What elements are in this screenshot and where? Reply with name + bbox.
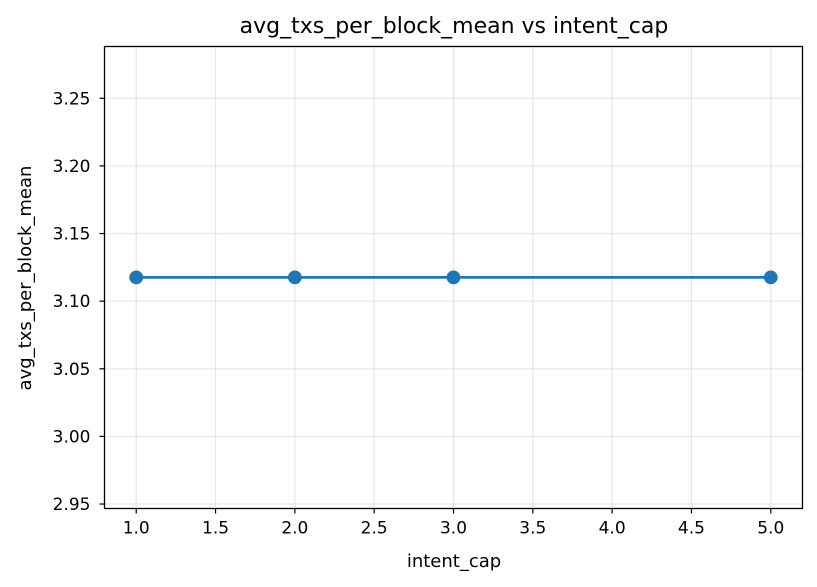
data-point	[287, 270, 302, 285]
x-tick-label: 4.0	[599, 519, 626, 539]
y-tick-label: 3.20	[53, 157, 91, 177]
x-tick-label: 3.0	[440, 519, 467, 539]
axis-ticks: 1.0 1.5 2.0 2.5 3.0 3.5 4.0 4.5 5.0 2.95 3.00 3.05 3…	[53, 89, 785, 538]
y-axis-label: avg_txs_per_block_mean	[15, 166, 36, 391]
x-tick-label: 4.5	[678, 519, 705, 539]
data-point	[129, 270, 144, 285]
chart-title: avg_txs_per_block_mean vs intent_cap	[240, 14, 669, 39]
x-tick-label: 3.5	[519, 519, 546, 539]
x-axis-label: intent_cap	[407, 551, 501, 572]
x-tick-label: 5.0	[757, 519, 784, 539]
data-series	[129, 270, 778, 285]
y-tick-label: 3.25	[53, 89, 91, 109]
x-tick-label: 1.5	[202, 519, 229, 539]
x-tick-label: 2.5	[361, 519, 388, 539]
data-point	[446, 270, 461, 285]
x-tick-label: 1.0	[123, 519, 150, 539]
y-tick-label: 3.00	[53, 427, 91, 447]
y-tick-label: 3.15	[53, 225, 91, 245]
data-point	[763, 270, 778, 285]
y-tick-label: 3.05	[53, 360, 91, 380]
x-tick-label: 2.0	[281, 519, 308, 539]
y-tick-label: 2.95	[53, 495, 91, 515]
y-tick-label: 3.10	[53, 292, 91, 312]
